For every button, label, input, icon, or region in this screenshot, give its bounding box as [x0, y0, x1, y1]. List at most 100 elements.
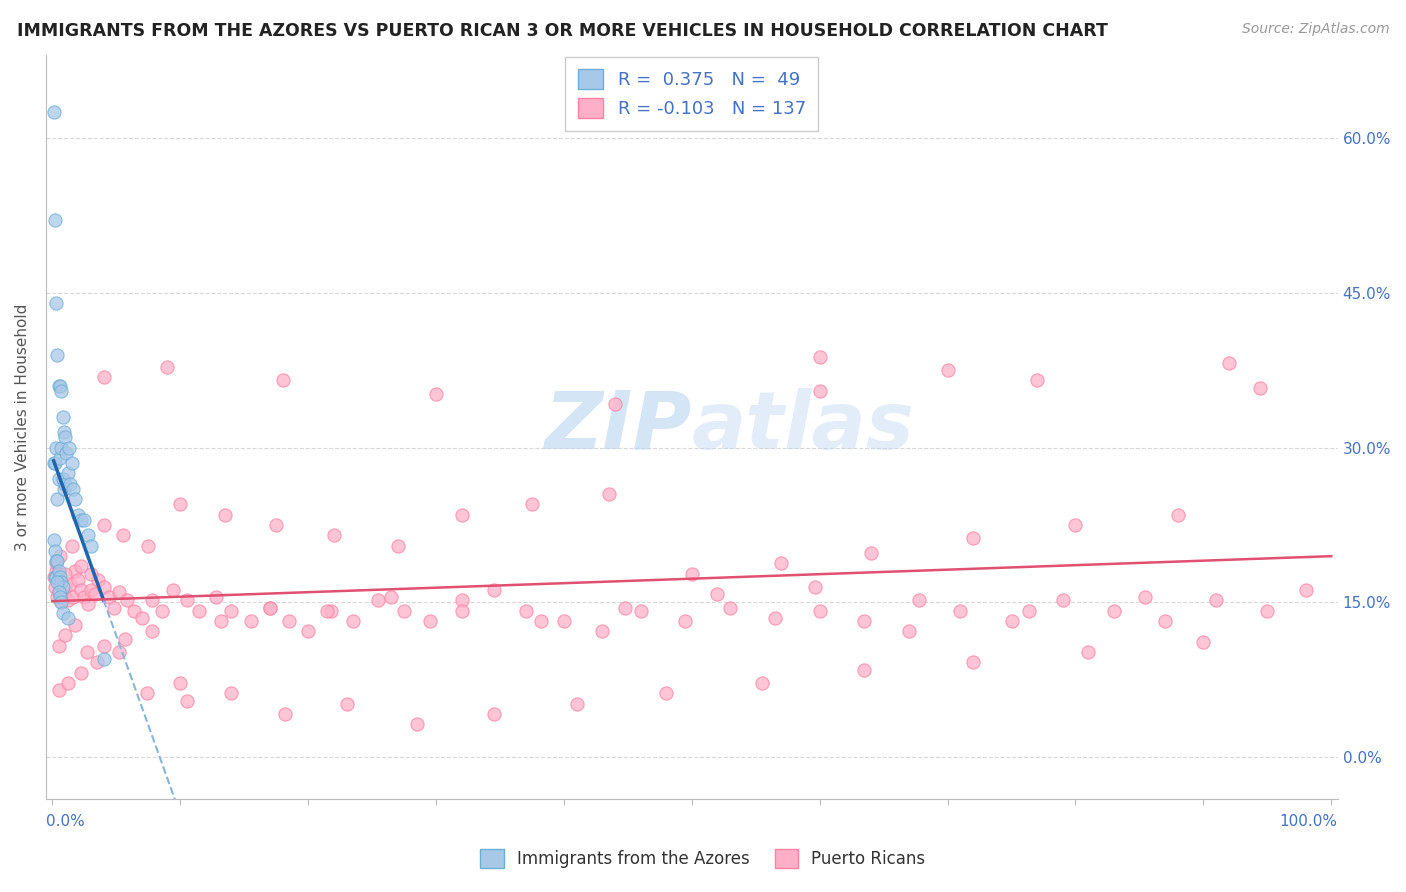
Point	[76, 645, 98, 659]
Point	[274, 706, 297, 721]
Point	[45, 556, 67, 570]
Point	[56, 611, 79, 625]
Point	[259, 600, 281, 615]
Point	[114, 632, 136, 646]
Point	[56, 593, 79, 607]
Point	[52, 425, 75, 439]
Point	[58, 441, 80, 455]
Point	[48, 639, 70, 653]
Point	[630, 604, 652, 618]
Point	[962, 656, 984, 670]
Point	[93, 639, 115, 653]
Point	[56, 676, 79, 690]
Point	[115, 593, 138, 607]
Point	[52, 587, 75, 601]
Point	[42, 533, 65, 548]
Point	[77, 528, 100, 542]
Point	[55, 446, 77, 460]
Point	[69, 559, 91, 574]
Point	[853, 663, 876, 677]
Point	[1218, 356, 1240, 370]
Point	[83, 587, 105, 601]
Point	[45, 569, 67, 583]
Point	[49, 574, 72, 589]
Point	[214, 508, 236, 522]
Point	[86, 656, 108, 670]
Point	[46, 554, 69, 568]
Point	[169, 497, 191, 511]
Point	[1026, 373, 1049, 387]
Point	[156, 359, 179, 374]
Point	[111, 528, 134, 542]
Point	[898, 624, 921, 639]
Point	[69, 513, 91, 527]
Point	[51, 595, 73, 609]
Point	[80, 582, 103, 597]
Point	[321, 604, 343, 618]
Point	[259, 600, 281, 615]
Point	[150, 604, 173, 618]
Point	[51, 384, 73, 398]
Point	[176, 593, 198, 607]
Point	[1102, 604, 1125, 618]
Point	[419, 614, 441, 628]
Point	[73, 513, 96, 527]
Point	[530, 614, 553, 628]
Point	[108, 585, 131, 599]
Point	[52, 482, 75, 496]
Point	[80, 539, 103, 553]
Legend: Immigrants from the Azores, Puerto Ricans: Immigrants from the Azores, Puerto Rican…	[474, 843, 932, 875]
Point	[1018, 604, 1040, 618]
Point	[221, 686, 243, 700]
Point	[45, 554, 67, 568]
Point	[808, 604, 831, 618]
Point	[65, 492, 87, 507]
Legend: R =  0.375   N =  49, R = -0.103   N = 137: R = 0.375 N = 49, R = -0.103 N = 137	[565, 57, 818, 131]
Point	[1052, 593, 1074, 607]
Point	[271, 373, 294, 387]
Point	[93, 580, 115, 594]
Point	[45, 565, 67, 579]
Point	[1154, 614, 1177, 628]
Point	[380, 591, 402, 605]
Point	[51, 441, 73, 455]
Point	[46, 492, 69, 507]
Point	[598, 487, 620, 501]
Point	[59, 476, 82, 491]
Point	[1256, 604, 1278, 618]
Point	[49, 378, 72, 392]
Point	[53, 580, 76, 594]
Point	[335, 697, 357, 711]
Point	[162, 582, 184, 597]
Point	[62, 482, 84, 496]
Point	[131, 611, 153, 625]
Point	[51, 574, 73, 589]
Point	[53, 628, 76, 642]
Point	[48, 471, 70, 485]
Point	[59, 577, 82, 591]
Point	[205, 591, 228, 605]
Point	[803, 580, 825, 594]
Point	[221, 604, 243, 618]
Point	[73, 591, 96, 605]
Point	[52, 471, 75, 485]
Point	[49, 569, 72, 583]
Point	[93, 652, 115, 666]
Point	[808, 350, 831, 364]
Point	[614, 600, 637, 615]
Point	[962, 532, 984, 546]
Point	[591, 624, 613, 639]
Point	[46, 591, 69, 605]
Point	[49, 591, 72, 605]
Point	[1205, 593, 1227, 607]
Point	[342, 614, 364, 628]
Point	[48, 585, 70, 599]
Point	[52, 580, 75, 594]
Point	[45, 441, 67, 455]
Point	[482, 706, 505, 721]
Point	[46, 348, 69, 362]
Point	[176, 693, 198, 707]
Point	[515, 604, 537, 618]
Point	[405, 717, 427, 731]
Text: 0.0%: 0.0%	[46, 814, 84, 830]
